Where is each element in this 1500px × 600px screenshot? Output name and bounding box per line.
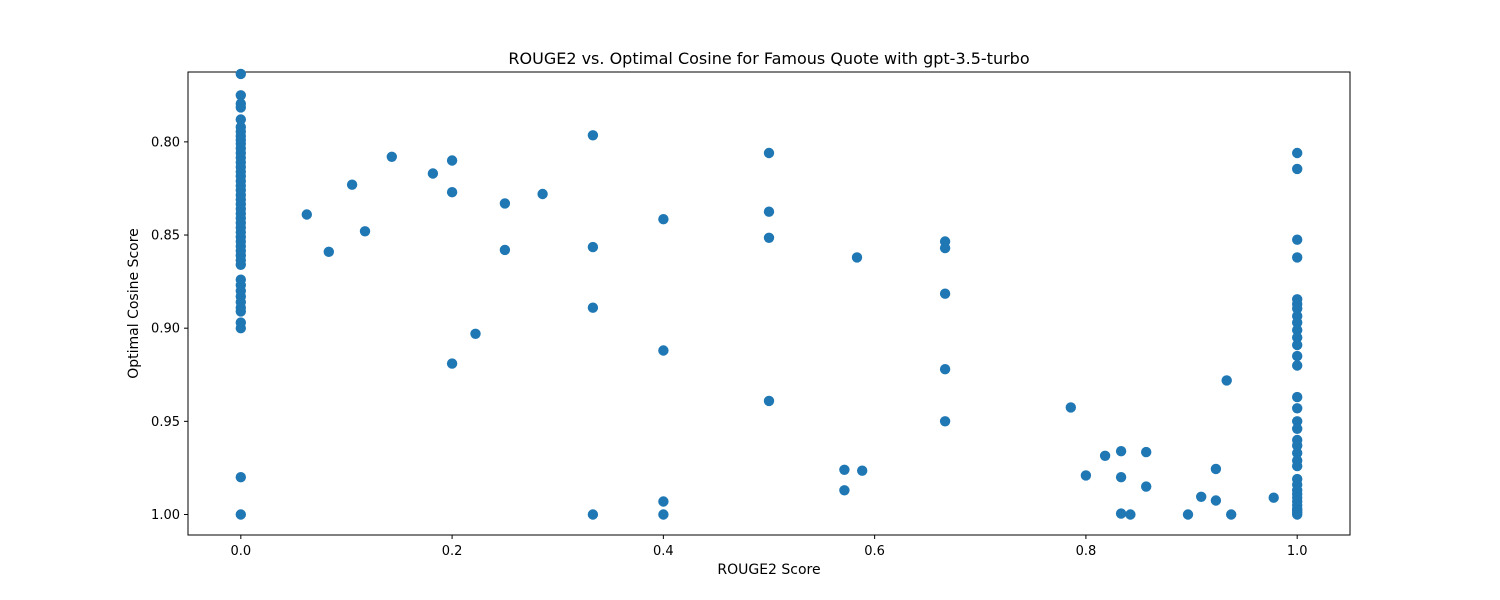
scatter-point [939, 416, 951, 427]
y-axis-label: Optimal Cosine Score [126, 228, 142, 379]
scatter-point [587, 130, 599, 141]
scatter-point [851, 252, 863, 263]
scatter-point [1292, 509, 1303, 520]
scatter-point [1292, 234, 1303, 245]
scatter-point [235, 102, 246, 113]
y-axis-ticks: 0.80 0.85 0.90 0.95 1.00 [151, 135, 188, 523]
scatter-point [763, 206, 775, 217]
scatter-point [587, 509, 599, 520]
scatter-point [1292, 163, 1303, 175]
y-tick-label: 0.85 [151, 229, 180, 244]
scatter-point [1065, 402, 1077, 413]
scatter-point [1115, 508, 1127, 519]
scatter-point [1226, 509, 1237, 520]
scatter-point [235, 259, 246, 270]
scatter-point [499, 244, 511, 256]
scatter-point [1292, 460, 1303, 472]
y-tick-label: 0.90 [151, 322, 180, 337]
scatter-point [359, 226, 371, 237]
scatter-point [235, 90, 246, 101]
scatter-point [470, 328, 481, 339]
scatter-point [1210, 495, 1222, 506]
scatter-point [1292, 440, 1303, 451]
scatter-point [1292, 403, 1303, 414]
x-tick-label: 0.4 [653, 544, 674, 559]
data-points [235, 68, 1303, 520]
scatter-point [1292, 332, 1303, 343]
y-tick-label: 0.95 [151, 415, 180, 430]
scatter-point [446, 187, 458, 198]
scatter-point [1292, 360, 1303, 371]
scatter-point [763, 232, 775, 243]
scatter-point [1292, 350, 1303, 362]
x-tick-label: 0.8 [1076, 544, 1097, 559]
scatter-point [1196, 491, 1207, 502]
scatter-point [1141, 481, 1152, 492]
scatter-point [1292, 324, 1303, 336]
scatter-point [839, 464, 850, 475]
scatter-point [658, 214, 669, 225]
scatter-point [1292, 303, 1303, 314]
scatter-point [763, 395, 775, 407]
scatter-point [587, 302, 599, 313]
x-axis-ticks: 0.0 0.2 0.4 0.6 0.8 1.0 [230, 535, 1308, 559]
y-tick-label: 0.80 [151, 135, 180, 150]
scatter-point [587, 241, 599, 253]
scatter-point [427, 168, 439, 179]
scatter-point [235, 472, 246, 483]
scatter-point [235, 323, 246, 334]
scatter-point [1125, 509, 1136, 520]
scatter-point [839, 485, 850, 496]
scatter-point [537, 188, 548, 200]
x-tick-label: 0.2 [442, 544, 463, 559]
scatter-point [1292, 252, 1303, 263]
scatter-point [1292, 423, 1303, 434]
scatter-point [939, 288, 951, 299]
scatter-point [386, 151, 397, 162]
scatter-point [446, 358, 458, 369]
scatter-point [1292, 317, 1303, 328]
scatter-point [939, 364, 951, 375]
scatter-point [1115, 446, 1127, 457]
scatter-point [1268, 492, 1279, 503]
scatter-point [1292, 339, 1303, 351]
scatter-point [1292, 391, 1303, 403]
scatter-point [1182, 509, 1194, 520]
scatter-point [235, 306, 246, 317]
scatter-point [235, 114, 246, 125]
plot-area-frame [187, 71, 1351, 536]
scatter-point [658, 496, 669, 507]
x-tick-label: 1.0 [1287, 544, 1308, 559]
scatter-point [1099, 450, 1111, 461]
scatter-point [235, 509, 246, 520]
scatter-point [1115, 472, 1127, 483]
chart-title: ROUGE2 vs. Optimal Cosine for Famous Quo… [508, 49, 1029, 68]
scatter-point [346, 179, 358, 190]
scatter-point [1292, 447, 1303, 459]
scatter-point [658, 345, 669, 356]
scatter-point [1292, 416, 1303, 427]
scatter-point [857, 465, 868, 476]
scatter-point [763, 147, 775, 159]
scatter-point [1221, 375, 1232, 386]
scatter-point [1210, 463, 1222, 475]
scatter-point [1080, 470, 1092, 481]
x-tick-label: 0.6 [864, 544, 885, 559]
scatter-point [939, 242, 951, 254]
x-tick-label: 0.0 [230, 544, 251, 559]
scatter-point [301, 209, 312, 220]
scatter-point [658, 509, 669, 520]
scatter-point [499, 198, 511, 209]
scatter-point [1292, 147, 1303, 159]
scatter-point [1141, 446, 1152, 458]
scatter-point [446, 155, 458, 166]
scatter-point [235, 68, 246, 80]
y-tick-label: 1.00 [151, 508, 180, 523]
x-axis-label: ROUGE2 Score [717, 562, 820, 578]
scatter-point [323, 246, 334, 257]
